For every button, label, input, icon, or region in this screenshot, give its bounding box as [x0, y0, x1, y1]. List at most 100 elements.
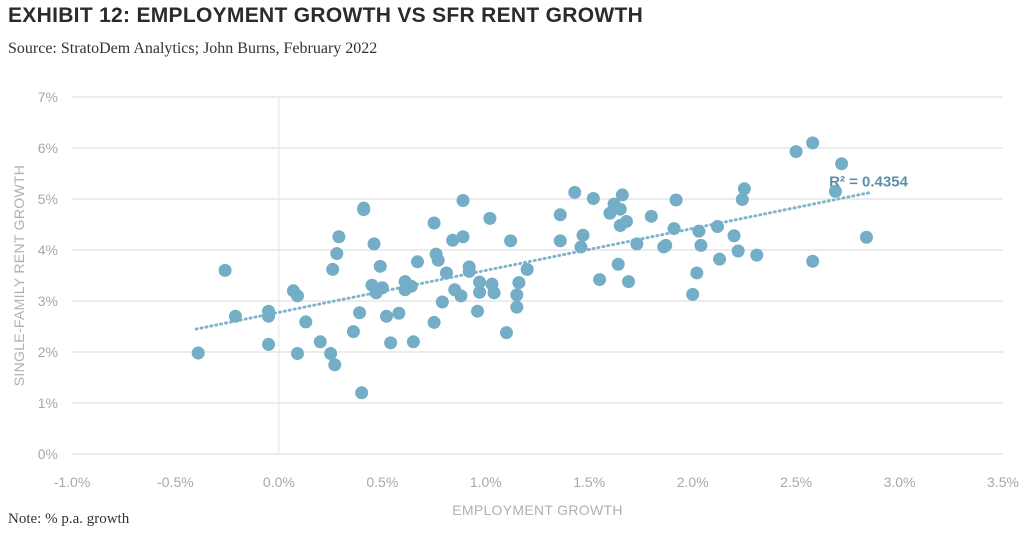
chart-title: EXHIBIT 12: EMPLOYMENT GROWTH VS SFR REN…: [8, 4, 644, 27]
data-point: [326, 262, 340, 276]
data-point: [859, 230, 873, 244]
data-point: [471, 304, 485, 318]
r-squared-annotation: R² = 0.4354: [829, 173, 908, 190]
data-point: [392, 306, 406, 320]
data-point: [659, 238, 673, 252]
data-point: [191, 346, 205, 360]
data-point: [686, 287, 700, 301]
y-axis-title: SINGLE-FAMILY RENT GROWTH: [11, 165, 27, 386]
data-point: [330, 247, 344, 261]
y-tick-label: 5%: [38, 191, 58, 207]
data-point: [262, 337, 276, 351]
data-point: [727, 229, 741, 243]
data-point: [553, 208, 567, 222]
x-tick-label: 3.5%: [987, 474, 1019, 490]
data-point: [355, 386, 369, 400]
data-point: [630, 237, 644, 251]
grid-lines: [72, 96, 1003, 455]
y-tick-label: 7%: [38, 89, 58, 105]
data-point: [669, 193, 683, 207]
x-tick-label: 0.5%: [366, 474, 398, 490]
data-point: [576, 228, 590, 242]
x-tick-label: 2.0%: [677, 474, 709, 490]
data-point: [593, 273, 607, 287]
x-tick-label: 1.5%: [573, 474, 605, 490]
data-point: [713, 252, 727, 266]
y-tick-label: 6%: [38, 140, 58, 156]
y-tick-label: 2%: [38, 344, 58, 360]
data-point: [456, 230, 470, 244]
data-point: [483, 211, 497, 225]
data-point: [731, 244, 745, 258]
data-point: [510, 300, 524, 314]
data-point: [504, 234, 518, 248]
data-point: [427, 216, 441, 230]
data-point: [735, 193, 749, 207]
data-point: [512, 276, 526, 290]
data-point: [619, 214, 633, 228]
x-tick-label: 0.0%: [263, 474, 295, 490]
data-point: [353, 306, 367, 320]
data-point: [373, 259, 387, 273]
x-tick-label: 3.0%: [884, 474, 916, 490]
x-axis-ticks: -1.0% -0.5% 0.0% 0.5% 1.0% 1.5% 2.0% 2.5% 3.0% 3.…: [54, 474, 1019, 490]
data-point: [611, 257, 625, 271]
data-point: [228, 309, 242, 323]
data-point: [835, 157, 849, 171]
data-point: [473, 275, 487, 289]
data-point: [473, 285, 487, 299]
x-tick-label: -1.0%: [54, 474, 91, 490]
data-point: [357, 201, 371, 215]
data-point: [586, 191, 600, 205]
x-tick-label: 2.5%: [780, 474, 812, 490]
data-point: [431, 253, 445, 267]
data-point: [789, 145, 803, 159]
data-point: [313, 335, 327, 349]
data-point: [613, 202, 627, 216]
data-point: [375, 281, 389, 295]
data-point: [667, 222, 681, 236]
data-point: [404, 279, 418, 293]
trendline: [194, 191, 871, 331]
data-point: [644, 209, 658, 223]
data-point: [324, 347, 338, 361]
data-point: [328, 358, 342, 372]
footnote: Note: % p.a. growth: [8, 511, 130, 527]
data-point: [692, 224, 706, 238]
data-point: [737, 182, 751, 196]
data-point: [462, 260, 476, 274]
y-tick-label: 1%: [38, 395, 58, 411]
y-tick-label: 3%: [38, 293, 58, 309]
data-point: [694, 238, 708, 252]
x-tick-label: 1.0%: [470, 474, 502, 490]
data-point: [218, 263, 232, 277]
data-point: [615, 188, 629, 202]
data-point: [346, 325, 360, 339]
data-point: [379, 309, 393, 323]
y-tick-label: 4%: [38, 242, 58, 258]
data-point: [291, 289, 305, 303]
data-point: [574, 240, 588, 254]
data-point: [499, 326, 513, 340]
data-point: [806, 254, 820, 268]
y-tick-label: 0%: [38, 446, 58, 462]
data-point: [510, 288, 524, 302]
data-point: [454, 289, 468, 303]
data-point: [806, 136, 820, 150]
data-point: [427, 315, 441, 329]
data-points: [191, 136, 873, 400]
data-point: [520, 262, 534, 276]
data-point: [750, 248, 764, 262]
data-point: [384, 336, 398, 350]
data-point: [456, 194, 470, 208]
data-point: [435, 295, 449, 309]
data-point: [446, 233, 460, 247]
data-point: [690, 266, 704, 280]
x-axis-title: EMPLOYMENT GROWTH: [452, 502, 623, 518]
data-point: [406, 335, 420, 349]
data-point: [262, 304, 276, 318]
data-point: [291, 347, 305, 361]
data-point: [411, 255, 425, 269]
data-point: [622, 275, 636, 289]
